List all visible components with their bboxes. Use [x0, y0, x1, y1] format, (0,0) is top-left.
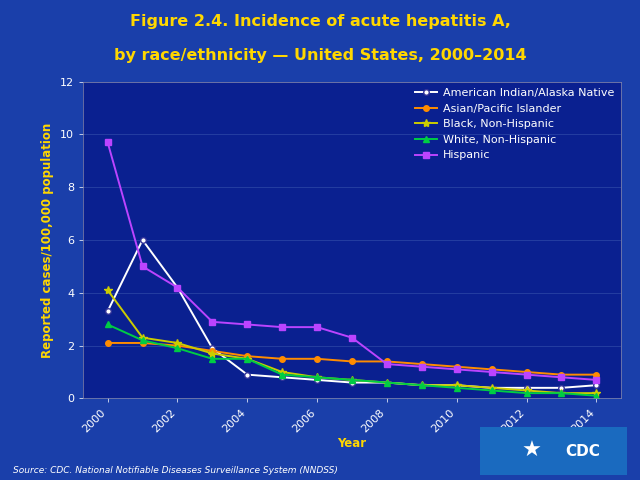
- Black, Non-Hispanic: [593, 390, 600, 396]
- Line: Black, Non-Hispanic: Black, Non-Hispanic: [104, 286, 600, 397]
- Black, Non-Hispanic: [278, 369, 286, 375]
- Hispanic: [278, 324, 286, 330]
- Black, Non-Hispanic: [383, 380, 391, 385]
- American Indian/Alaska Native: [173, 285, 181, 290]
- Hispanic: [488, 369, 495, 375]
- Black, Non-Hispanic: [488, 385, 495, 391]
- Black, Non-Hispanic: [104, 287, 111, 293]
- American Indian/Alaska Native: [523, 385, 531, 391]
- Black, Non-Hispanic: [557, 390, 565, 396]
- American Indian/Alaska Native: [348, 380, 356, 385]
- Line: Asian/Pacific Islander: Asian/Pacific Islander: [105, 340, 599, 377]
- Asian/Pacific Islander: [383, 359, 391, 364]
- Black, Non-Hispanic: [418, 382, 426, 388]
- Hispanic: [348, 335, 356, 341]
- Black, Non-Hispanic: [209, 350, 216, 356]
- Line: White, Non-Hispanic: White, Non-Hispanic: [105, 322, 599, 398]
- American Indian/Alaska Native: [418, 382, 426, 388]
- White, Non-Hispanic: [453, 385, 461, 391]
- American Indian/Alaska Native: [453, 382, 461, 388]
- White, Non-Hispanic: [243, 356, 251, 362]
- Asian/Pacific Islander: [209, 348, 216, 354]
- Hispanic: [104, 140, 111, 145]
- Black, Non-Hispanic: [453, 382, 461, 388]
- Asian/Pacific Islander: [453, 364, 461, 370]
- American Indian/Alaska Native: [593, 382, 600, 388]
- White, Non-Hispanic: [383, 380, 391, 385]
- Hispanic: [209, 319, 216, 324]
- White, Non-Hispanic: [104, 322, 111, 327]
- Asian/Pacific Islander: [557, 372, 565, 377]
- Black, Non-Hispanic: [139, 335, 147, 341]
- White, Non-Hispanic: [418, 382, 426, 388]
- Hispanic: [557, 374, 565, 380]
- White, Non-Hispanic: [348, 377, 356, 383]
- Text: Figure 2.4. Incidence of acute hepatitis A,: Figure 2.4. Incidence of acute hepatitis…: [129, 14, 511, 29]
- White, Non-Hispanic: [209, 356, 216, 362]
- Asian/Pacific Islander: [348, 359, 356, 364]
- White, Non-Hispanic: [488, 387, 495, 393]
- Y-axis label: Reported cases/100,000 population: Reported cases/100,000 population: [42, 122, 54, 358]
- Asian/Pacific Islander: [278, 356, 286, 362]
- Text: CDC: CDC: [566, 444, 600, 459]
- Asian/Pacific Islander: [418, 361, 426, 367]
- Black, Non-Hispanic: [523, 387, 531, 393]
- White, Non-Hispanic: [313, 374, 321, 380]
- Asian/Pacific Islander: [523, 369, 531, 375]
- White, Non-Hispanic: [523, 390, 531, 396]
- Hispanic: [418, 364, 426, 370]
- Hispanic: [173, 285, 181, 290]
- X-axis label: Year: Year: [337, 437, 367, 450]
- Black, Non-Hispanic: [243, 356, 251, 362]
- Hispanic: [243, 322, 251, 327]
- Black, Non-Hispanic: [313, 374, 321, 380]
- American Indian/Alaska Native: [383, 380, 391, 385]
- American Indian/Alaska Native: [209, 346, 216, 351]
- Line: Hispanic: Hispanic: [105, 140, 599, 383]
- White, Non-Hispanic: [139, 337, 147, 343]
- Black, Non-Hispanic: [348, 377, 356, 383]
- Text: ★: ★: [522, 441, 541, 461]
- American Indian/Alaska Native: [278, 374, 286, 380]
- American Indian/Alaska Native: [104, 309, 111, 314]
- White, Non-Hispanic: [557, 390, 565, 396]
- Asian/Pacific Islander: [139, 340, 147, 346]
- FancyBboxPatch shape: [478, 425, 629, 477]
- Black, Non-Hispanic: [173, 340, 181, 346]
- American Indian/Alaska Native: [488, 385, 495, 391]
- Hispanic: [139, 264, 147, 269]
- Asian/Pacific Islander: [488, 367, 495, 372]
- Asian/Pacific Islander: [173, 343, 181, 348]
- White, Non-Hispanic: [173, 346, 181, 351]
- Asian/Pacific Islander: [313, 356, 321, 362]
- Asian/Pacific Islander: [593, 372, 600, 377]
- White, Non-Hispanic: [278, 372, 286, 377]
- Legend: American Indian/Alaska Native, Asian/Pacific Islander, Black, Non-Hispanic, Whit: American Indian/Alaska Native, Asian/Pac…: [412, 85, 618, 164]
- Hispanic: [593, 377, 600, 383]
- Text: by race/ethnicity — United States, 2000–2014: by race/ethnicity — United States, 2000–…: [114, 48, 526, 63]
- American Indian/Alaska Native: [243, 372, 251, 377]
- White, Non-Hispanic: [593, 393, 600, 398]
- Asian/Pacific Islander: [243, 353, 251, 359]
- American Indian/Alaska Native: [313, 377, 321, 383]
- Hispanic: [383, 361, 391, 367]
- Hispanic: [313, 324, 321, 330]
- Asian/Pacific Islander: [104, 340, 111, 346]
- Line: American Indian/Alaska Native: American Indian/Alaska Native: [105, 237, 599, 391]
- Hispanic: [523, 372, 531, 377]
- American Indian/Alaska Native: [557, 385, 565, 391]
- Text: Source: CDC. National Notifiable Diseases Surveillance System (NNDSS): Source: CDC. National Notifiable Disease…: [13, 466, 338, 475]
- Hispanic: [453, 367, 461, 372]
- American Indian/Alaska Native: [139, 237, 147, 243]
